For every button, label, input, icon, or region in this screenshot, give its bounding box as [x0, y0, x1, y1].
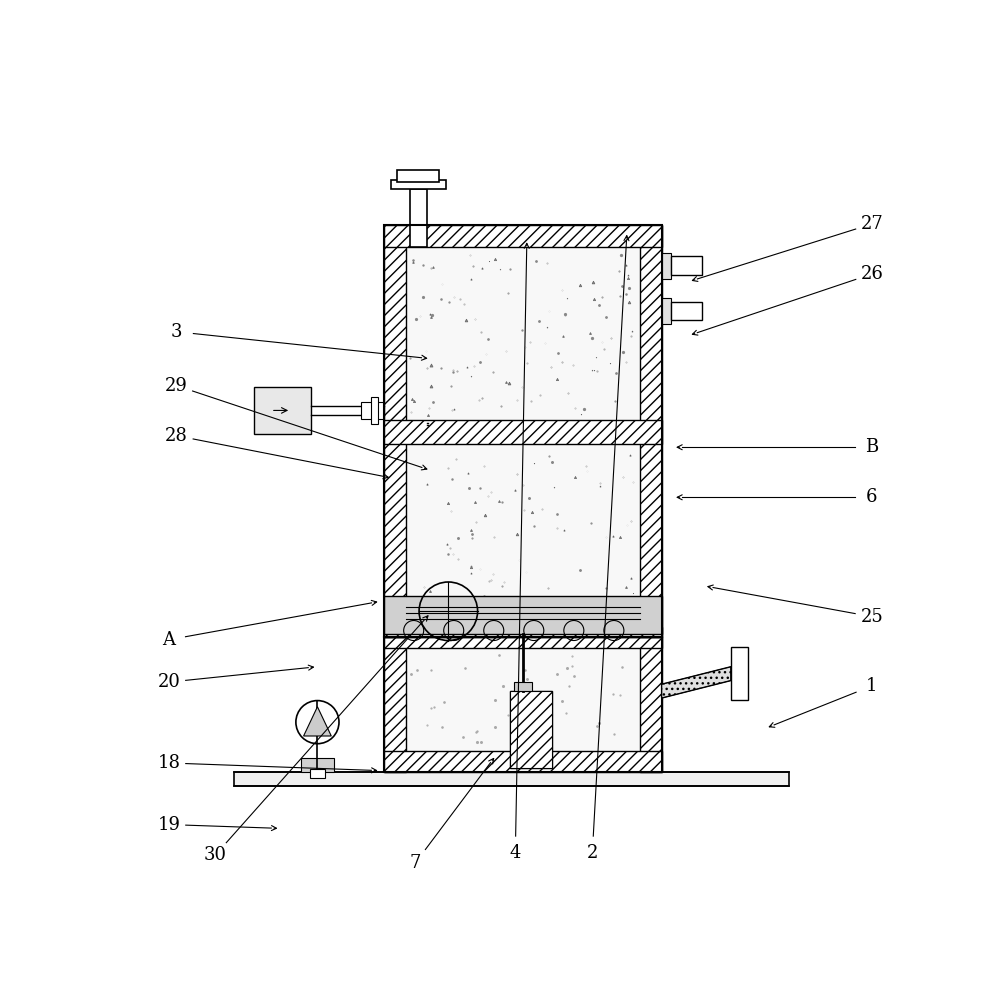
- Text: 30: 30: [204, 846, 227, 864]
- Text: A: A: [163, 631, 176, 649]
- Bar: [384, 751, 662, 772]
- Text: 3: 3: [171, 323, 183, 341]
- Polygon shape: [662, 667, 731, 698]
- Bar: [510, 691, 552, 768]
- Text: 18: 18: [158, 754, 181, 772]
- Text: 19: 19: [158, 816, 181, 834]
- Bar: [640, 225, 662, 637]
- Bar: [384, 225, 406, 637]
- Text: 25: 25: [860, 608, 883, 626]
- Bar: [662, 253, 671, 279]
- Bar: [384, 637, 662, 772]
- Text: 20: 20: [158, 673, 181, 691]
- Bar: [301, 758, 333, 772]
- Bar: [384, 225, 662, 637]
- Text: B: B: [865, 438, 878, 456]
- Text: 1: 1: [866, 677, 877, 695]
- Bar: [406, 247, 640, 420]
- Bar: [235, 772, 788, 786]
- Bar: [510, 691, 552, 768]
- Bar: [384, 420, 662, 444]
- Bar: [370, 397, 378, 424]
- Bar: [253, 387, 311, 434]
- Text: 26: 26: [860, 265, 883, 283]
- Text: 27: 27: [860, 215, 883, 233]
- Bar: [384, 637, 662, 648]
- Bar: [384, 596, 662, 634]
- Bar: [514, 682, 532, 691]
- Bar: [361, 402, 384, 419]
- Text: 29: 29: [165, 377, 188, 395]
- Bar: [406, 444, 640, 616]
- Polygon shape: [303, 707, 331, 736]
- Bar: [397, 170, 439, 182]
- Text: 7: 7: [409, 854, 421, 872]
- Bar: [671, 256, 702, 275]
- Bar: [406, 648, 640, 751]
- Bar: [410, 189, 427, 247]
- Bar: [671, 302, 702, 320]
- Bar: [731, 647, 748, 700]
- Text: 6: 6: [866, 488, 877, 506]
- Bar: [391, 180, 446, 189]
- Bar: [640, 637, 662, 772]
- Text: 28: 28: [165, 427, 188, 445]
- Bar: [384, 627, 662, 637]
- Bar: [662, 298, 671, 324]
- Bar: [384, 637, 406, 772]
- Bar: [309, 769, 325, 778]
- Bar: [384, 225, 662, 247]
- Text: 4: 4: [510, 844, 521, 862]
- Text: 2: 2: [587, 844, 598, 862]
